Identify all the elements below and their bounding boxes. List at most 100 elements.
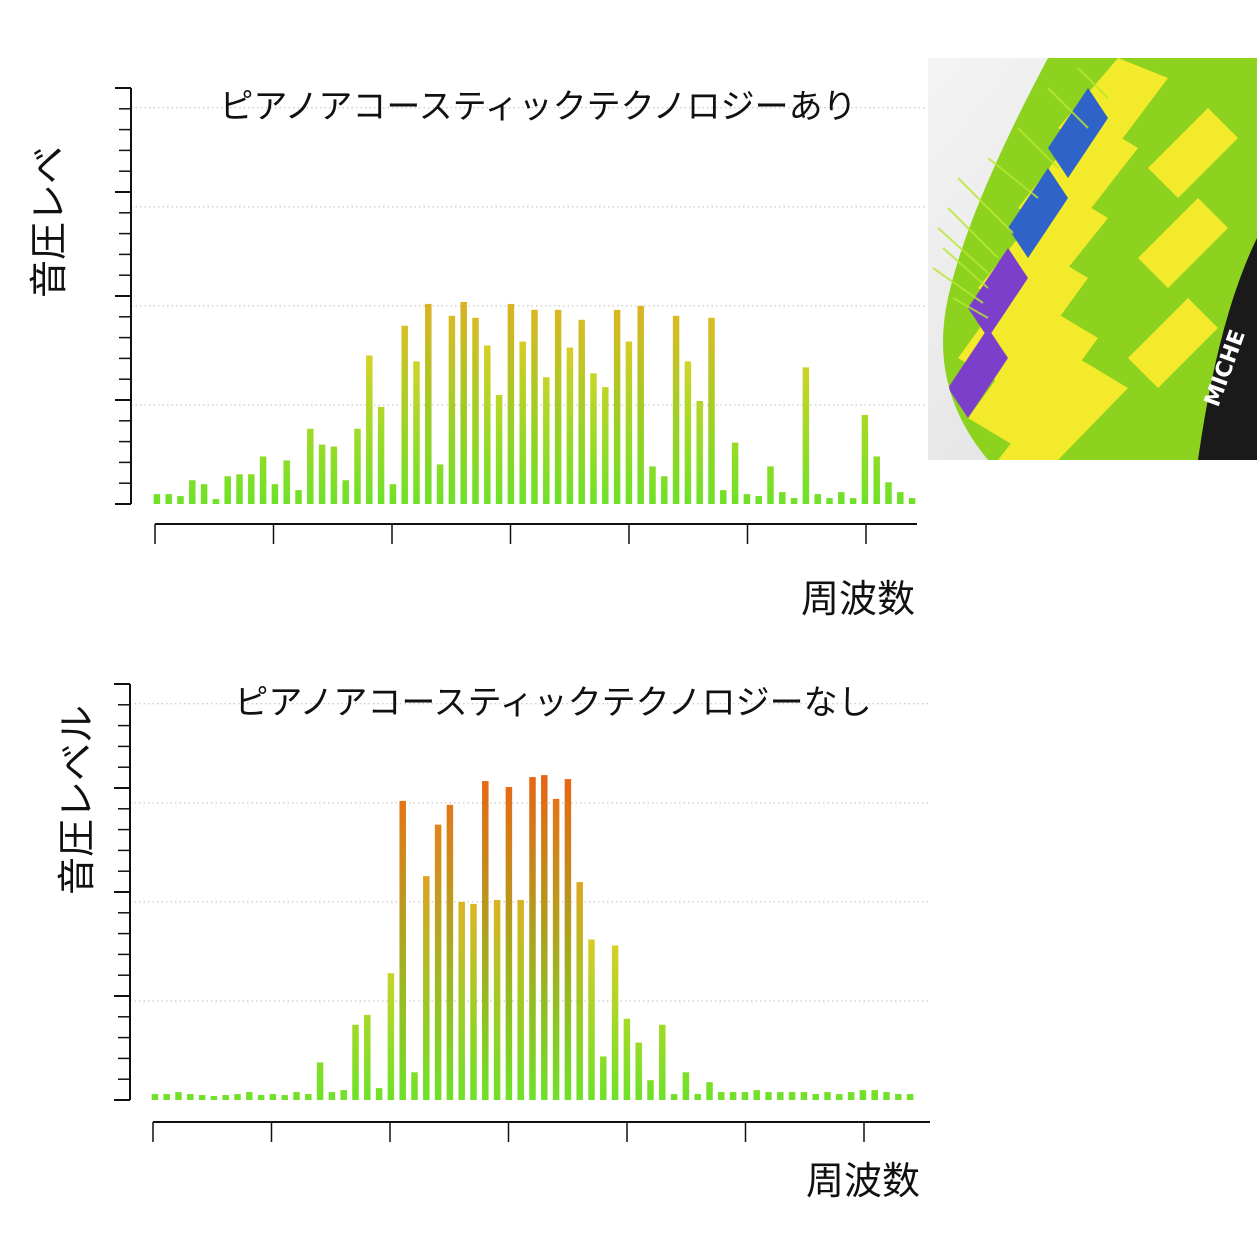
bar (151, 1094, 159, 1100)
y-axis-label: 音圧レベ (27, 146, 71, 298)
bar (482, 781, 489, 1100)
bar (529, 777, 536, 1100)
axes (115, 87, 917, 544)
bar (637, 305, 644, 504)
bar (377, 406, 385, 504)
tire-image: MICHE (928, 58, 1257, 460)
bar (295, 490, 302, 504)
bar (578, 319, 585, 504)
bar (552, 798, 560, 1100)
bar (281, 1095, 288, 1100)
x-ticks (154, 524, 867, 544)
bar (554, 309, 562, 504)
bar (293, 1092, 300, 1100)
bar (307, 428, 314, 504)
bar (849, 498, 857, 504)
bar (224, 476, 231, 504)
bar (812, 1094, 819, 1100)
bar (800, 1092, 808, 1100)
bar (767, 466, 774, 504)
bar (741, 1092, 749, 1100)
bar (434, 824, 442, 1100)
bar (873, 456, 880, 504)
bar (222, 1095, 229, 1100)
bar (165, 494, 172, 504)
x-ticks (152, 1122, 865, 1142)
bar (659, 1024, 666, 1100)
bar (330, 446, 338, 504)
bar (765, 1092, 772, 1100)
bar (505, 787, 513, 1100)
bar (729, 1092, 737, 1100)
bar (824, 1092, 831, 1100)
bar (236, 474, 243, 504)
bar (661, 476, 668, 504)
bar (198, 1095, 206, 1100)
x-axis-label: 周波数 (801, 577, 915, 621)
bar (708, 317, 715, 504)
bar (271, 484, 279, 504)
bar (472, 317, 479, 504)
bar (543, 377, 550, 504)
bar (305, 1094, 312, 1100)
chart-with-technology: ピアノアコースティックテクノロジーあり 音圧レベ 周波数 (27, 87, 925, 621)
bar (779, 492, 786, 504)
bar (340, 1090, 347, 1100)
bar (743, 494, 751, 504)
y-axis-label: 音圧レベル (55, 705, 99, 895)
y-ticks (115, 87, 131, 505)
bar (777, 1092, 784, 1100)
tread (943, 58, 1257, 460)
bar (163, 1094, 170, 1100)
y-ticks (114, 683, 130, 1101)
bar (316, 1062, 324, 1100)
grid-lines (130, 703, 930, 1002)
bar (588, 939, 595, 1100)
bar (682, 1072, 690, 1100)
bar (175, 1092, 182, 1100)
bar (354, 428, 361, 504)
bar (458, 901, 465, 1100)
bar (484, 345, 491, 504)
bar (908, 498, 916, 504)
bar (189, 480, 196, 504)
bar (342, 480, 349, 504)
bar (883, 1092, 890, 1100)
bar (399, 800, 406, 1100)
bar (861, 414, 869, 504)
bar (413, 361, 420, 504)
bar (389, 484, 397, 504)
bar (826, 498, 833, 504)
chart-title: ピアノアコースティックテクノロジーなし (234, 683, 871, 723)
bar (423, 876, 430, 1100)
bar (448, 315, 456, 504)
bar (720, 490, 727, 504)
bar (576, 882, 583, 1100)
bar (507, 303, 515, 504)
bar (672, 315, 680, 504)
bar (212, 499, 220, 504)
bar (838, 492, 845, 504)
bar (718, 1092, 725, 1100)
bar (906, 1094, 914, 1100)
bar (564, 779, 572, 1100)
bar (590, 373, 597, 504)
bar (600, 1056, 607, 1100)
chart-title: ピアノアコースティックテクノロジーあり (219, 87, 856, 127)
bar (153, 494, 161, 504)
bar (411, 1072, 418, 1100)
bar (187, 1094, 194, 1100)
bar (425, 303, 432, 504)
bar (493, 899, 501, 1100)
sidewall (1198, 238, 1257, 460)
bar (446, 804, 454, 1100)
bar (613, 309, 621, 504)
bar (200, 484, 208, 504)
bar (753, 1090, 760, 1100)
bar (706, 1082, 713, 1100)
bar (269, 1094, 277, 1100)
bar (257, 1095, 265, 1100)
bar-series (153, 301, 916, 504)
bar (352, 1024, 359, 1100)
bar (602, 387, 609, 504)
